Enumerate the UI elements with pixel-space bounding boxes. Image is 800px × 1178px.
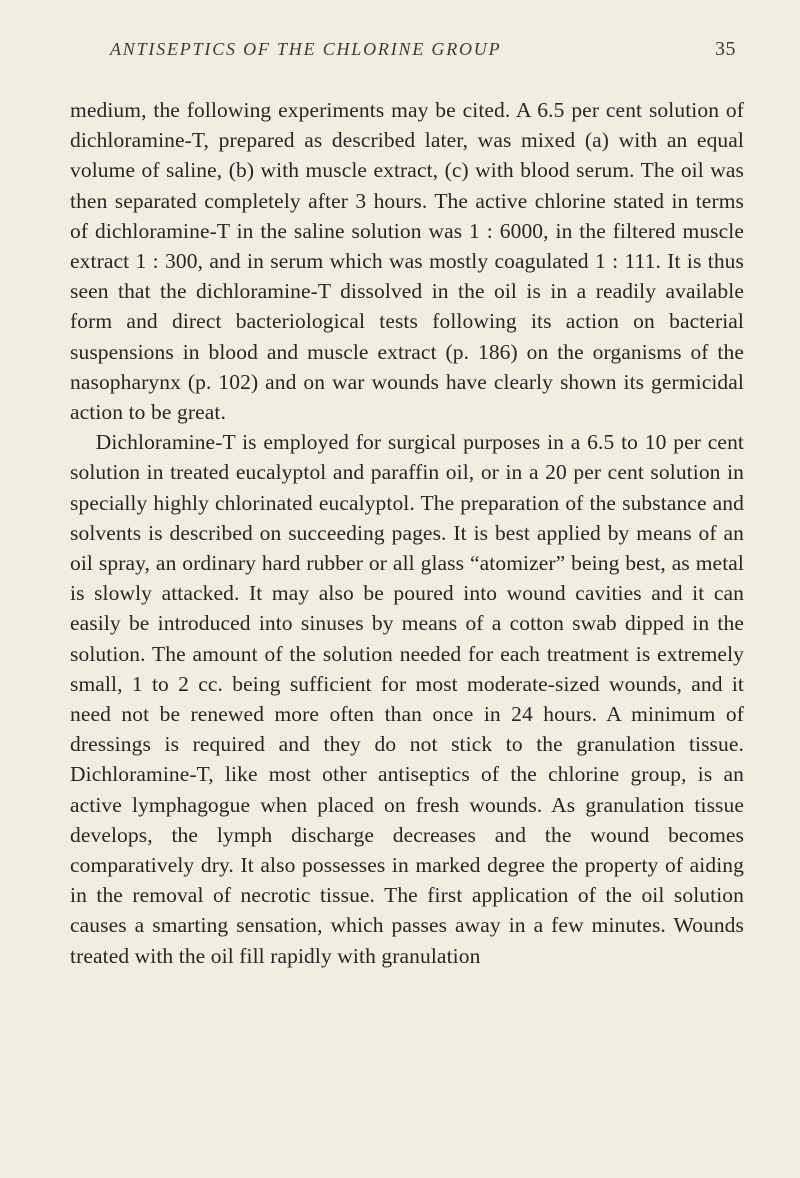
body-text: medium, the following experiments may be… [70,95,744,971]
page: ANTISEPTICS OF THE CHLORINE GROUP 35 med… [0,0,800,1019]
running-head-title: ANTISEPTICS OF THE CHLORINE GROUP [110,39,501,60]
paragraph-1: medium, the following experiments may be… [70,95,744,427]
running-head: ANTISEPTICS OF THE CHLORINE GROUP 35 [70,38,744,61]
page-number: 35 [715,38,736,61]
paragraph-2: Dichloramine-T is employed for surgical … [70,427,744,971]
